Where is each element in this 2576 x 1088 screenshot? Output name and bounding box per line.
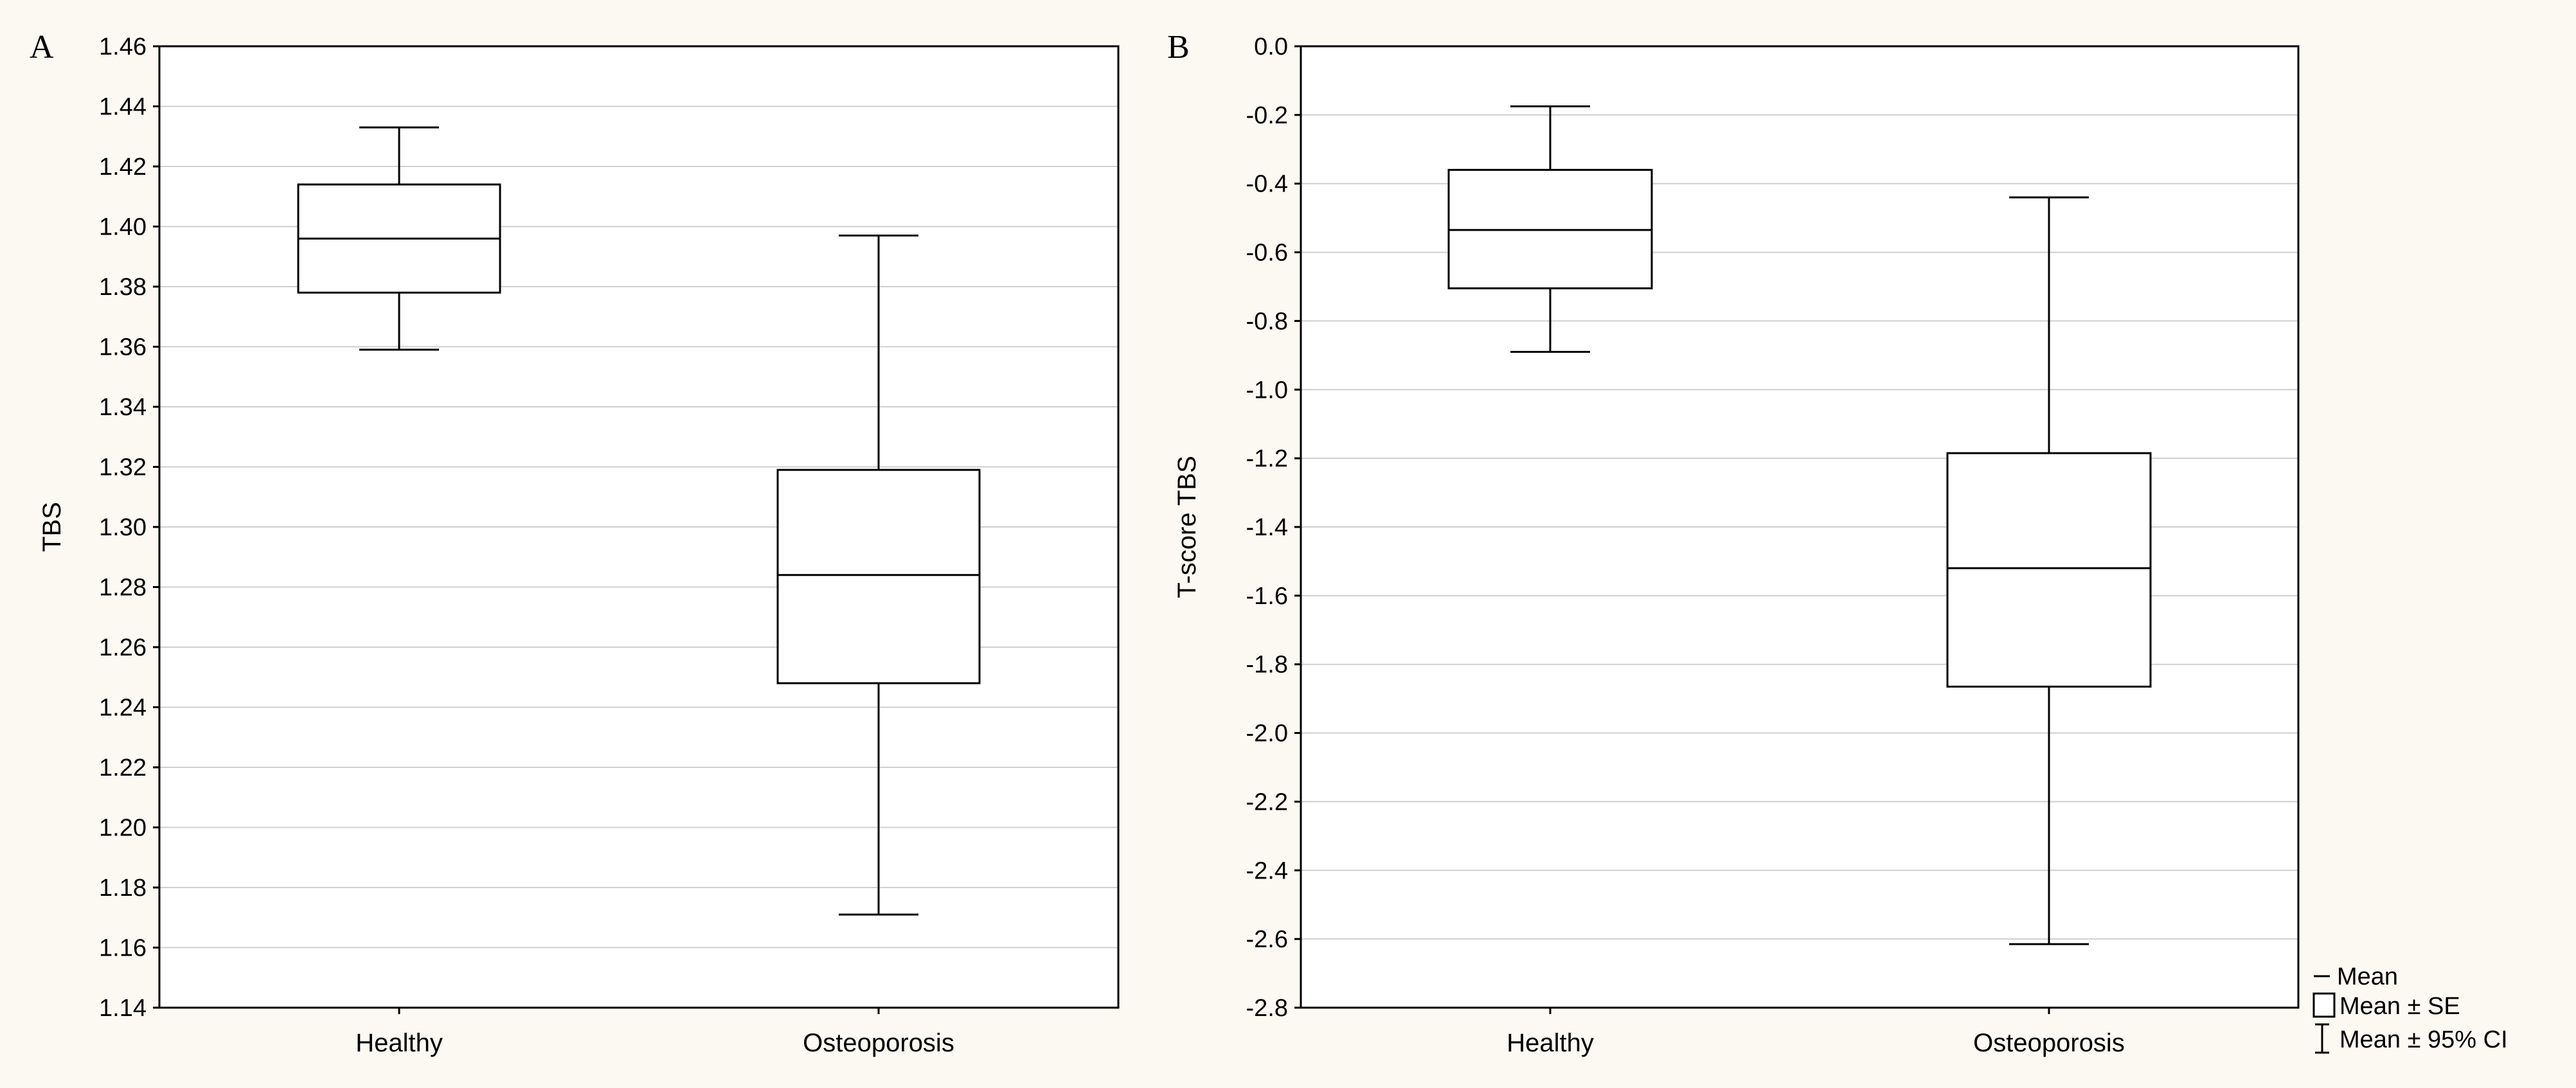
y-tick-label: -2.0	[1246, 720, 1288, 747]
panel-a-letter: A	[30, 29, 54, 66]
y-tick-label: 1.22	[99, 754, 147, 781]
panel-a-x-axis: Healthy Osteoporosis	[355, 1008, 954, 1057]
y-tick-label: 1.42	[99, 154, 147, 181]
y-tick-label: 1.18	[99, 875, 147, 902]
y-tick-label: -0.6	[1246, 240, 1288, 267]
legend-se-label: Mean ± SE	[2339, 993, 2460, 1020]
y-tick-label: 1.46	[99, 33, 147, 60]
x-category-label: Osteoporosis	[1973, 1029, 2125, 1057]
y-tick-label: -1.8	[1246, 652, 1288, 679]
y-tick-label: -1.2	[1246, 445, 1288, 472]
y-tick-label: -1.0	[1246, 377, 1288, 404]
y-tick-label: 1.16	[99, 935, 147, 962]
y-tick-label: 1.24	[99, 695, 147, 722]
y-tick-label: -2.4	[1246, 857, 1288, 884]
se-box	[1946, 452, 2152, 688]
panel-b-x-axis: Healthy Osteoporosis	[1507, 1008, 2125, 1057]
panel-a-marks	[297, 126, 981, 916]
y-tick-label: -2.2	[1246, 789, 1288, 816]
panel-b-y-axis-title: T-score TBS	[1173, 456, 1201, 598]
y-tick-label: 1.32	[99, 454, 147, 481]
se-box	[776, 468, 981, 684]
y-tick-label: -2.6	[1246, 926, 1288, 953]
y-tick-label: 1.34	[99, 394, 147, 421]
y-tick-label: 1.28	[99, 575, 147, 602]
y-tick-label: -1.6	[1246, 583, 1288, 610]
y-tick-label: 1.26	[99, 634, 147, 661]
y-tick-label: -0.2	[1246, 102, 1288, 129]
y-tick-label: 1.30	[99, 514, 147, 541]
panel-b-y-axis: 0.0 -0.2 -0.4 -0.6 -0.8 -1.0 -1.2 -1.4 -1.6 -1.8 -…	[1246, 33, 1301, 1022]
y-tick-label: -0.4	[1246, 171, 1288, 198]
panel-b-chart: B 0.0 -0.2 -0.4 -0.6 -0.8 -1.0 -1.2 -1.4 -1.6 -1.…	[1167, 29, 2300, 1057]
y-tick-label: 1.36	[99, 334, 147, 361]
y-tick-label: 0.0	[1254, 33, 1288, 60]
y-tick-label: -1.4	[1246, 514, 1288, 541]
x-category-label: Osteoporosis	[803, 1029, 954, 1057]
legend: Mean Mean ± SE Mean ± 95% CI	[2312, 963, 2508, 1054]
y-tick-label: 1.44	[99, 94, 147, 121]
panel-a-chart: A 1.141.161.181.201.221.241.261.281.301.…	[30, 29, 1120, 1057]
legend-ci-symbol	[2315, 1023, 2329, 1054]
panel-b-marks	[1447, 105, 2152, 945]
x-category-label: Healthy	[1507, 1029, 1594, 1057]
y-tick-label: 1.40	[99, 214, 147, 241]
y-tick-label: 1.38	[99, 274, 147, 301]
y-tick-label: -0.8	[1246, 308, 1288, 335]
y-tick-label: 1.20	[99, 815, 147, 842]
legend-mean-label: Mean	[2337, 963, 2398, 990]
panel-a-y-axis: 1.14 1.16 1.18 1.20 1.22 1.24 1.26 1.28 1.30 1.32…	[99, 33, 159, 1022]
panel-b-letter: B	[1167, 29, 1190, 66]
legend-ci-label: Mean ± 95% CI	[2339, 1026, 2508, 1053]
x-category-label: Healthy	[355, 1029, 443, 1057]
panel-a-y-axis-title: TBS	[38, 502, 66, 552]
legend-se-symbol	[2312, 992, 2336, 1018]
y-tick-label: -2.8	[1246, 995, 1288, 1022]
y-tick-label: 1.14	[99, 995, 147, 1022]
